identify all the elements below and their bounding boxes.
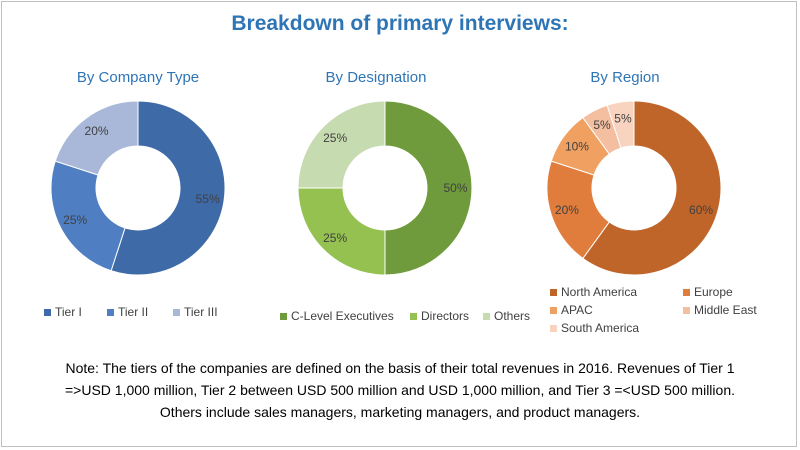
slice-tier-ii xyxy=(50,160,126,272)
chart-title-company-type: By Company Type xyxy=(76,69,200,86)
legend-swatch xyxy=(683,288,690,296)
legend-swatch xyxy=(550,288,557,296)
slice-tier-iii xyxy=(54,100,139,176)
legend-label: C-Level Executives xyxy=(291,309,394,323)
legend-label: Others xyxy=(494,309,531,323)
legend-item-tier-iii: Tier III xyxy=(173,305,218,319)
legend-label: North America xyxy=(561,285,638,299)
legend-swatch xyxy=(410,312,417,320)
slice-label-middle-east: 5% xyxy=(593,118,611,132)
legend-item-tier-i: Tier I xyxy=(44,305,82,319)
main-title: Breakdown of primary interviews: xyxy=(231,12,569,35)
slice-label-north-america: 60% xyxy=(689,203,713,217)
slice-label-directors: 25% xyxy=(323,231,347,245)
legend-label: APAC xyxy=(561,303,593,317)
legend-label: Tier I xyxy=(55,305,82,319)
legend-label: Europe xyxy=(694,285,733,299)
legend-label: Directors xyxy=(421,309,470,323)
slice-north-america xyxy=(582,100,722,276)
legend-item-north-america: North America xyxy=(550,285,637,299)
slice-label-south-america: 5% xyxy=(614,111,632,125)
legend-label: Middle East xyxy=(694,303,757,317)
slice-europe xyxy=(546,160,611,260)
legend-label: South America xyxy=(561,321,640,335)
legend-swatch xyxy=(107,308,114,316)
legend-swatch xyxy=(483,312,490,320)
legend-label: Tier III xyxy=(184,305,218,319)
legend-label: Tier II xyxy=(118,305,149,319)
legend-swatch xyxy=(550,306,557,314)
donut-region: 60% 20% 10% 5% 5% xyxy=(546,100,722,276)
slice-south-america xyxy=(606,100,635,149)
slice-label-europe: 20% xyxy=(555,203,579,217)
legend-swatch xyxy=(550,324,557,332)
slice-tier-i xyxy=(110,100,226,276)
legend-swatch xyxy=(683,306,690,314)
legend-item-directors: Directors xyxy=(410,309,469,323)
footnote-line-3: Others include sales managers, marketing… xyxy=(159,404,641,420)
legend-item-middle-east: Middle East xyxy=(683,303,757,317)
slice-label-tier-i: 55% xyxy=(196,192,220,206)
legend-item-europe: Europe xyxy=(683,285,733,299)
legend-item-c-level-executives: C-Level Executives xyxy=(280,309,394,323)
slice-directors xyxy=(297,187,386,276)
legend-item-south-america: South America xyxy=(550,321,639,335)
slice-label-others: 25% xyxy=(323,131,347,145)
footnote: Note: The tiers of the companies are def… xyxy=(14,357,786,423)
slice-label-tier-iii: 20% xyxy=(85,124,109,138)
slice-c-level-executives xyxy=(384,100,473,276)
footnote-line-1: Note: The tiers of the companies are def… xyxy=(65,360,735,376)
slice-label-apac: 10% xyxy=(565,140,589,154)
footnote-line-2: =>USD 1,000 million, Tier 2 between USD … xyxy=(64,382,735,398)
slice-label-c-level-executives: 50% xyxy=(443,181,467,195)
legend-swatch xyxy=(44,308,51,316)
donut-company-type: 55% 25% 20% xyxy=(50,100,226,276)
slice-others xyxy=(297,100,386,189)
legend-item-others: Others xyxy=(483,309,530,323)
legend-swatch xyxy=(280,312,287,320)
legend-item-apac: APAC xyxy=(550,303,593,317)
slice-label-tier-ii: 25% xyxy=(63,213,87,227)
legend-swatch xyxy=(173,308,180,316)
chart-title-designation: By Designation xyxy=(325,69,427,86)
legend-item-tier-ii: Tier II xyxy=(107,305,148,319)
donut-designation: 50% 25% 25% xyxy=(297,100,473,276)
chart-title-region: By Region xyxy=(590,69,660,86)
